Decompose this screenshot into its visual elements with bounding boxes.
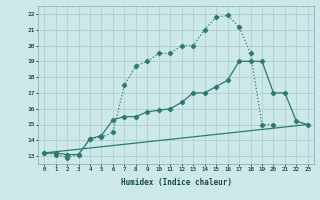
X-axis label: Humidex (Indice chaleur): Humidex (Indice chaleur)	[121, 178, 231, 187]
